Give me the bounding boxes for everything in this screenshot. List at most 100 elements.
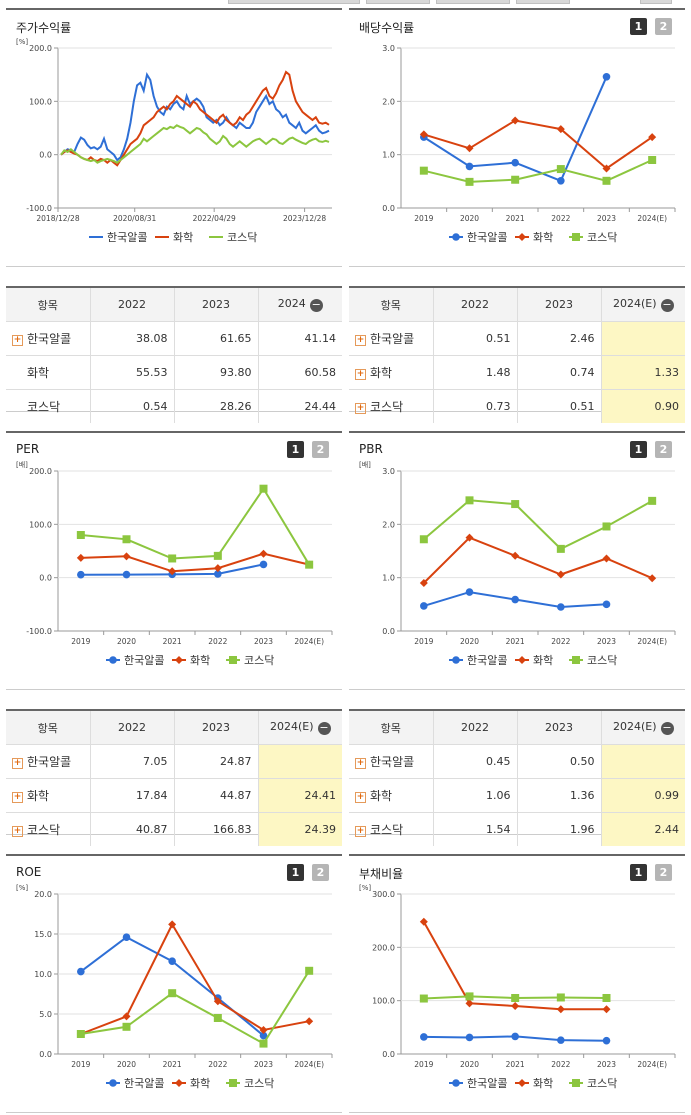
- table-cell: 0.45: [433, 744, 518, 779]
- x-tick-label: 2020: [117, 637, 136, 646]
- data-point: [556, 993, 565, 1002]
- row-label[interactable]: + 한국알콜: [6, 321, 91, 356]
- pbr-chart: [배] 3.0 2.0 1.0 0.0 2019 2020 2021 2022 2023 2024(…: [359, 461, 676, 667]
- expand-plus-icon[interactable]: +: [12, 335, 23, 346]
- row-label[interactable]: + 코스닥: [6, 812, 91, 846]
- y-tick-label: 5.0: [39, 1010, 52, 1019]
- x-tick-label: 2022: [208, 637, 227, 646]
- page-1-button[interactable]: 1: [630, 18, 647, 35]
- data-point: [122, 933, 131, 941]
- expand-plus-icon[interactable]: +: [12, 792, 23, 803]
- row-label[interactable]: + 코스닥: [349, 389, 434, 423]
- data-point: [168, 989, 177, 998]
- page-2-button[interactable]: 2: [312, 441, 329, 458]
- data-point: [213, 564, 222, 573]
- expand-plus-icon[interactable]: +: [12, 758, 23, 769]
- data-point: [602, 1036, 611, 1045]
- data-point: [122, 1022, 131, 1031]
- page-1-button[interactable]: 1: [287, 441, 304, 458]
- header-label: 항목: [37, 721, 58, 735]
- expand-plus-icon[interactable]: +: [12, 826, 23, 837]
- data-point: [602, 600, 611, 609]
- data-point: [419, 130, 428, 139]
- data-point: [557, 603, 565, 611]
- expand-plus-icon[interactable]: +: [355, 369, 366, 380]
- row-label[interactable]: + 코스닥: [349, 812, 434, 846]
- table-cell: 0.54: [90, 389, 175, 423]
- header-label: 항목: [380, 298, 401, 312]
- table-row: + 한국알콜 0.45 0.50: [349, 744, 685, 779]
- y-tick-label: 0.0: [39, 1050, 52, 1059]
- collapse-minus-icon[interactable]: −: [309, 298, 323, 312]
- expand-plus-icon[interactable]: +: [355, 758, 366, 769]
- table-cell: 1.36: [517, 778, 602, 813]
- top-tab-strip: [0, 0, 691, 6]
- x-tick-label: 2024(E): [294, 1060, 324, 1069]
- data-point: [648, 574, 657, 583]
- data-point: [465, 177, 474, 186]
- data-point: [122, 552, 131, 561]
- expand-plus-icon[interactable]: +: [355, 826, 366, 837]
- y-tick-label: 10.0: [34, 970, 52, 979]
- row-label[interactable]: + 화학: [349, 778, 434, 813]
- row-label[interactable]: + 화학: [6, 778, 91, 813]
- x-tick-label: 2021: [506, 1060, 525, 1069]
- collapse-minus-icon[interactable]: −: [317, 721, 331, 735]
- y-tick-label: 1.0: [382, 574, 395, 583]
- y-tick-label: 0.0: [382, 1050, 395, 1059]
- row-name: 코스닥: [27, 823, 61, 837]
- collapse-minus-icon[interactable]: −: [660, 721, 674, 735]
- table-cell: 1.54: [433, 812, 518, 846]
- collapse-minus-icon[interactable]: −: [660, 298, 674, 312]
- data-point: [168, 957, 176, 965]
- table-cell: 0.50: [517, 744, 602, 779]
- page-2-button[interactable]: 2: [655, 441, 672, 458]
- x-tick-label: 2024(E): [637, 214, 667, 223]
- row-label[interactable]: + 한국알콜: [349, 321, 434, 356]
- data-point: [511, 1032, 519, 1041]
- unit-label: [배]: [16, 461, 28, 469]
- expand-plus-icon[interactable]: +: [355, 792, 366, 803]
- legend-label: 한국알콜: [107, 230, 147, 244]
- header-label: 2023: [545, 298, 573, 311]
- data-point: [420, 602, 428, 610]
- y-tick-label: 200.0: [372, 943, 395, 952]
- x-tick-label: 2023: [254, 1060, 273, 1069]
- page-1-button[interactable]: 1: [287, 864, 304, 881]
- header-label: 2023: [202, 298, 230, 311]
- row-label[interactable]: + 한국알콜: [6, 744, 91, 779]
- data-point: [109, 656, 117, 664]
- header-label: 2024(E): [612, 720, 657, 733]
- data-point: [511, 1002, 520, 1010]
- data-point: [557, 1036, 565, 1044]
- table-cell: 0.99: [601, 778, 685, 813]
- data-point: [122, 570, 131, 579]
- return-table: 항목 2022 2023 2024− + 한국알콜 38.08 61.65 41.14 화학 55.…: [6, 286, 342, 423]
- legend-label: 한국알콜: [467, 1076, 507, 1090]
- legend-label: 화학: [533, 231, 553, 244]
- row-label[interactable]: + 한국알콜: [349, 744, 434, 779]
- x-tick-label: 2020: [117, 1060, 136, 1069]
- data-point: [511, 551, 520, 560]
- legend-label: 화학: [190, 1077, 210, 1090]
- column-header-item: 항목: [349, 711, 434, 745]
- page-1-button[interactable]: 1: [630, 864, 647, 881]
- data-point: [76, 531, 85, 539]
- data-point: [556, 125, 565, 134]
- table-cell: 2.46: [517, 321, 602, 356]
- data-point: [452, 1079, 460, 1087]
- page-1-button[interactable]: 1: [630, 441, 647, 458]
- row-name: 화학: [27, 789, 50, 803]
- x-tick-label: 2023: [597, 637, 616, 646]
- x-tick-label: 2019: [414, 214, 433, 223]
- expand-plus-icon[interactable]: +: [355, 403, 366, 414]
- row-label[interactable]: + 화학: [349, 355, 434, 390]
- page-2-button[interactable]: 2: [655, 864, 672, 881]
- expand-plus-icon[interactable]: +: [355, 335, 366, 346]
- panel-title: ROE: [16, 865, 42, 879]
- page-2-button[interactable]: 2: [312, 864, 329, 881]
- data-point: [259, 1031, 268, 1040]
- panel-title: 주가수익률: [16, 21, 72, 35]
- page-2-button[interactable]: 2: [655, 18, 672, 35]
- data-point: [419, 579, 428, 587]
